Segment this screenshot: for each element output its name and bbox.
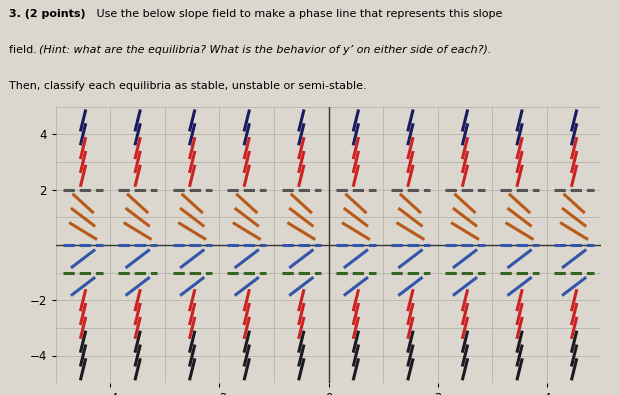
Text: Then, classify each equilibria as stable, unstable or semi-stable.: Then, classify each equilibria as stable… — [9, 81, 367, 91]
Text: field.: field. — [9, 45, 41, 55]
Text: Use the below slope field to make a phase line that represents this slope: Use the below slope field to make a phas… — [93, 9, 502, 19]
Text: 3. (2 points): 3. (2 points) — [9, 9, 86, 19]
Text: (Hint: what are the equilibria? What is the behavior of y’ on either side of eac: (Hint: what are the equilibria? What is … — [39, 45, 492, 55]
